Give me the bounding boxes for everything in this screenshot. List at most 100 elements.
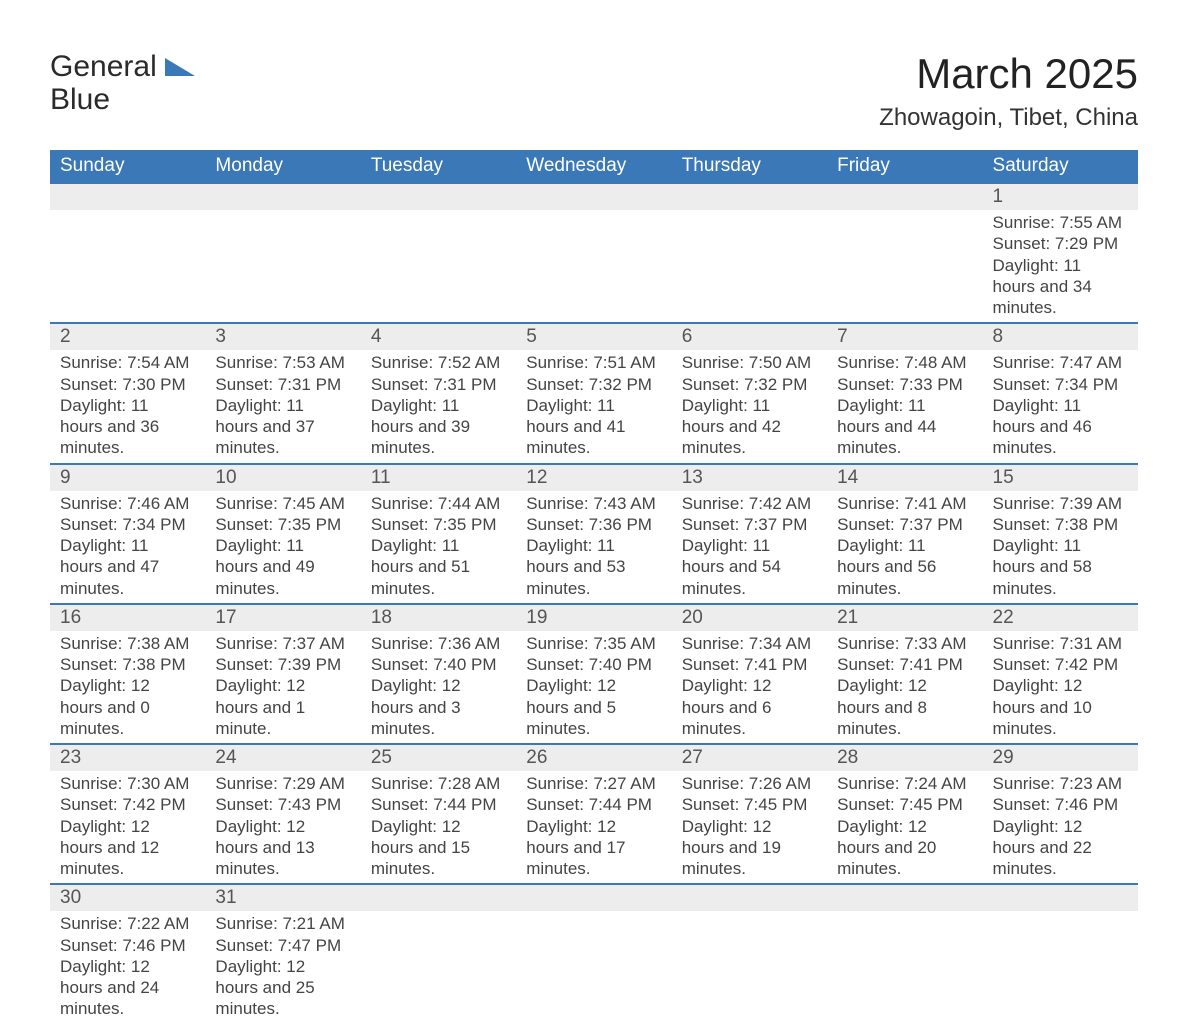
day-number-cell: 3 bbox=[205, 323, 360, 350]
daylight-line: Daylight: 12 hours and 1 minute. bbox=[215, 675, 350, 739]
sunset-line: Sunset: 7:33 PM bbox=[837, 374, 972, 395]
day-of-week-header-row: SundayMondayTuesdayWednesdayThursdayFrid… bbox=[50, 150, 1138, 183]
sunrise-line: Sunrise: 7:42 AM bbox=[682, 493, 817, 514]
sunrise-line: Sunrise: 7:54 AM bbox=[60, 352, 195, 373]
location-label: Zhowagoin, Tibet, China bbox=[879, 104, 1138, 132]
calendar-body: 1Sunrise: 7:55 AMSunset: 7:29 PMDaylight… bbox=[50, 183, 1138, 1024]
sunset-line: Sunset: 7:41 PM bbox=[682, 654, 817, 675]
daylight-line: Daylight: 12 hours and 3 minutes. bbox=[371, 675, 506, 739]
day-detail-cell bbox=[205, 210, 360, 323]
daylight-line: Daylight: 12 hours and 5 minutes. bbox=[526, 675, 661, 739]
sunrise-line: Sunrise: 7:21 AM bbox=[215, 913, 350, 934]
day-number-cell: 31 bbox=[205, 884, 360, 911]
sunrise-line: Sunrise: 7:52 AM bbox=[371, 352, 506, 373]
sunrise-line: Sunrise: 7:53 AM bbox=[215, 352, 350, 373]
daylight-line: Daylight: 12 hours and 17 minutes. bbox=[526, 816, 661, 880]
daylight-line: Daylight: 12 hours and 6 minutes. bbox=[682, 675, 817, 739]
day-detail-cell: Sunrise: 7:44 AMSunset: 7:35 PMDaylight:… bbox=[361, 491, 516, 604]
sunset-line: Sunset: 7:40 PM bbox=[371, 654, 506, 675]
brand-triangle-icon bbox=[165, 58, 195, 76]
day-header: Saturday bbox=[983, 150, 1138, 183]
day-number-cell bbox=[827, 884, 982, 911]
daylight-line: Daylight: 11 hours and 41 minutes. bbox=[526, 395, 661, 459]
sunset-line: Sunset: 7:46 PM bbox=[60, 935, 195, 956]
week-daynum-row: 23242526272829 bbox=[50, 744, 1138, 771]
daylight-line: Daylight: 12 hours and 8 minutes. bbox=[837, 675, 972, 739]
day-header: Tuesday bbox=[361, 150, 516, 183]
sunset-line: Sunset: 7:41 PM bbox=[837, 654, 972, 675]
day-detail-cell: Sunrise: 7:24 AMSunset: 7:45 PMDaylight:… bbox=[827, 771, 982, 884]
day-header: Wednesday bbox=[516, 150, 671, 183]
sunset-line: Sunset: 7:34 PM bbox=[60, 514, 195, 535]
day-detail-cell bbox=[672, 210, 827, 323]
day-header: Thursday bbox=[672, 150, 827, 183]
day-detail-cell: Sunrise: 7:38 AMSunset: 7:38 PMDaylight:… bbox=[50, 631, 205, 744]
week-detail-row: Sunrise: 7:30 AMSunset: 7:42 PMDaylight:… bbox=[50, 771, 1138, 884]
day-number-cell: 23 bbox=[50, 744, 205, 771]
brand-logo: General Blue bbox=[50, 50, 195, 116]
daylight-line: Daylight: 12 hours and 0 minutes. bbox=[60, 675, 195, 739]
day-detail-cell bbox=[516, 210, 671, 323]
sunrise-line: Sunrise: 7:47 AM bbox=[993, 352, 1128, 373]
day-detail-cell: Sunrise: 7:51 AMSunset: 7:32 PMDaylight:… bbox=[516, 350, 671, 463]
sunset-line: Sunset: 7:44 PM bbox=[371, 794, 506, 815]
day-detail-cell: Sunrise: 7:47 AMSunset: 7:34 PMDaylight:… bbox=[983, 350, 1138, 463]
day-detail-cell: Sunrise: 7:36 AMSunset: 7:40 PMDaylight:… bbox=[361, 631, 516, 744]
sunset-line: Sunset: 7:37 PM bbox=[837, 514, 972, 535]
sunrise-line: Sunrise: 7:37 AM bbox=[215, 633, 350, 654]
sunrise-line: Sunrise: 7:39 AM bbox=[993, 493, 1128, 514]
sunrise-line: Sunrise: 7:34 AM bbox=[682, 633, 817, 654]
day-number-cell bbox=[516, 884, 671, 911]
sunrise-line: Sunrise: 7:45 AM bbox=[215, 493, 350, 514]
day-detail-cell: Sunrise: 7:22 AMSunset: 7:46 PMDaylight:… bbox=[50, 911, 205, 1023]
sunrise-line: Sunrise: 7:51 AM bbox=[526, 352, 661, 373]
day-header: Monday bbox=[205, 150, 360, 183]
daylight-line: Daylight: 12 hours and 10 minutes. bbox=[993, 675, 1128, 739]
day-detail-cell: Sunrise: 7:55 AMSunset: 7:29 PMDaylight:… bbox=[983, 210, 1138, 323]
daylight-line: Daylight: 12 hours and 12 minutes. bbox=[60, 816, 195, 880]
day-number-cell: 30 bbox=[50, 884, 205, 911]
daylight-line: Daylight: 12 hours and 20 minutes. bbox=[837, 816, 972, 880]
day-number-cell: 14 bbox=[827, 464, 982, 491]
brand-name-a: General bbox=[50, 50, 157, 83]
day-number-cell: 1 bbox=[983, 183, 1138, 210]
sunrise-line: Sunrise: 7:55 AM bbox=[993, 212, 1128, 233]
day-detail-cell: Sunrise: 7:28 AMSunset: 7:44 PMDaylight:… bbox=[361, 771, 516, 884]
day-detail-cell: Sunrise: 7:31 AMSunset: 7:42 PMDaylight:… bbox=[983, 631, 1138, 744]
day-detail-cell: Sunrise: 7:42 AMSunset: 7:37 PMDaylight:… bbox=[672, 491, 827, 604]
day-detail-cell: Sunrise: 7:29 AMSunset: 7:43 PMDaylight:… bbox=[205, 771, 360, 884]
day-number-cell bbox=[361, 884, 516, 911]
sunset-line: Sunset: 7:38 PM bbox=[993, 514, 1128, 535]
day-header: Friday bbox=[827, 150, 982, 183]
sunrise-line: Sunrise: 7:26 AM bbox=[682, 773, 817, 794]
day-number-cell bbox=[50, 183, 205, 210]
day-number-cell: 13 bbox=[672, 464, 827, 491]
day-number-cell: 20 bbox=[672, 604, 827, 631]
page-title: March 2025 bbox=[879, 50, 1138, 98]
day-detail-cell: Sunrise: 7:21 AMSunset: 7:47 PMDaylight:… bbox=[205, 911, 360, 1023]
day-number-cell: 19 bbox=[516, 604, 671, 631]
daylight-line: Daylight: 11 hours and 49 minutes. bbox=[215, 535, 350, 599]
daylight-line: Daylight: 11 hours and 54 minutes. bbox=[682, 535, 817, 599]
day-number-cell: 5 bbox=[516, 323, 671, 350]
sunrise-line: Sunrise: 7:28 AM bbox=[371, 773, 506, 794]
day-detail-cell: Sunrise: 7:52 AMSunset: 7:31 PMDaylight:… bbox=[361, 350, 516, 463]
day-number-cell: 10 bbox=[205, 464, 360, 491]
day-number-cell: 2 bbox=[50, 323, 205, 350]
day-detail-cell bbox=[827, 210, 982, 323]
day-detail-cell: Sunrise: 7:33 AMSunset: 7:41 PMDaylight:… bbox=[827, 631, 982, 744]
daylight-line: Daylight: 11 hours and 44 minutes. bbox=[837, 395, 972, 459]
day-detail-cell: Sunrise: 7:39 AMSunset: 7:38 PMDaylight:… bbox=[983, 491, 1138, 604]
day-number-cell: 15 bbox=[983, 464, 1138, 491]
day-number-cell: 27 bbox=[672, 744, 827, 771]
week-daynum-row: 2345678 bbox=[50, 323, 1138, 350]
sunset-line: Sunset: 7:35 PM bbox=[215, 514, 350, 535]
sunrise-line: Sunrise: 7:36 AM bbox=[371, 633, 506, 654]
sunrise-line: Sunrise: 7:46 AM bbox=[60, 493, 195, 514]
day-number-cell bbox=[672, 183, 827, 210]
sunrise-line: Sunrise: 7:44 AM bbox=[371, 493, 506, 514]
day-detail-cell: Sunrise: 7:34 AMSunset: 7:41 PMDaylight:… bbox=[672, 631, 827, 744]
week-daynum-row: 1 bbox=[50, 183, 1138, 210]
sunset-line: Sunset: 7:45 PM bbox=[837, 794, 972, 815]
day-detail-cell: Sunrise: 7:54 AMSunset: 7:30 PMDaylight:… bbox=[50, 350, 205, 463]
